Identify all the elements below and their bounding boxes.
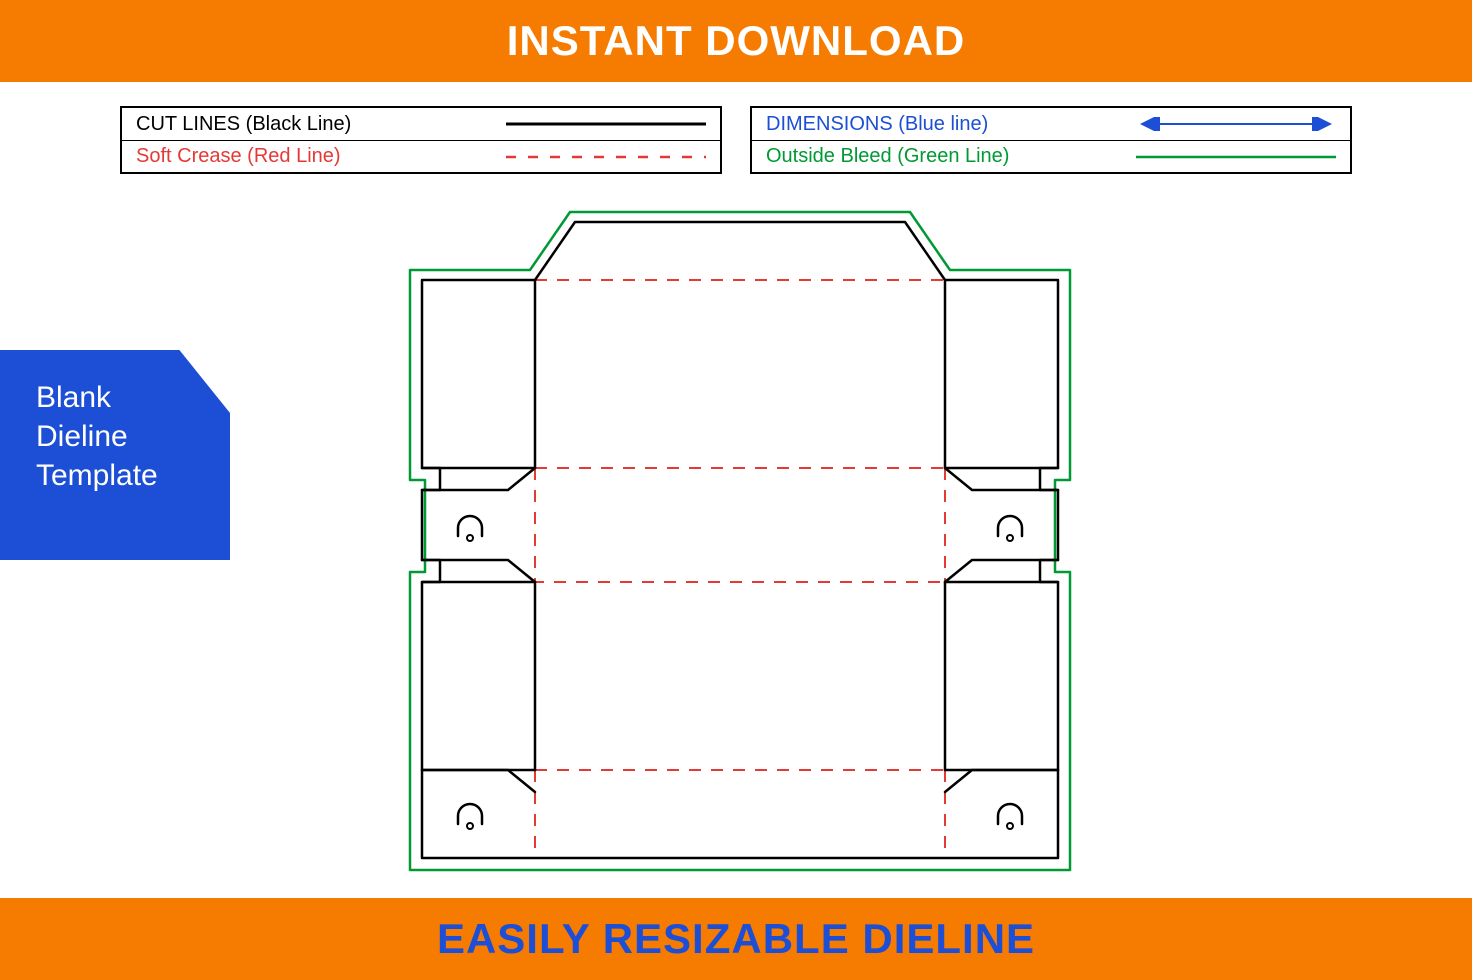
legend-row-bleed: Outside Bleed (Green Line) (752, 140, 1350, 172)
top-banner-text: INSTANT DOWNLOAD (507, 17, 966, 65)
badge-blank-dieline-template: Blank Dieline Template (0, 350, 230, 560)
legend-row-cut: CUT LINES (Black Line) (122, 108, 720, 140)
badge-line: Blank (36, 378, 210, 417)
badge-line: Template (36, 456, 210, 495)
bottom-banner-text: EASILY RESIZABLE DIELINE (437, 915, 1035, 963)
bottom-banner: EASILY RESIZABLE DIELINE (0, 898, 1472, 980)
crease-line-sample (506, 152, 706, 162)
legend-row-crease: Soft Crease (Red Line) (122, 140, 720, 172)
legend-right: DIMENSIONS (Blue line) Outside Bleed (Gr… (750, 106, 1352, 174)
legend-label: DIMENSIONS (Blue line) (766, 113, 1136, 136)
dieline-diagram (400, 200, 1080, 880)
legend-label: Soft Crease (Red Line) (136, 145, 506, 168)
badge-line: Dieline (36, 417, 210, 456)
bleed-line-sample (1136, 152, 1336, 162)
cut-line-sample (506, 119, 706, 129)
legend-label: Outside Bleed (Green Line) (766, 145, 1136, 168)
legend: CUT LINES (Black Line) Soft Crease (Red … (120, 106, 1352, 174)
legend-row-dim: DIMENSIONS (Blue line) (752, 108, 1350, 140)
legend-left: CUT LINES (Black Line) Soft Crease (Red … (120, 106, 722, 174)
dimension-line-sample (1136, 117, 1336, 131)
top-banner: INSTANT DOWNLOAD (0, 0, 1472, 82)
legend-label: CUT LINES (Black Line) (136, 113, 506, 136)
